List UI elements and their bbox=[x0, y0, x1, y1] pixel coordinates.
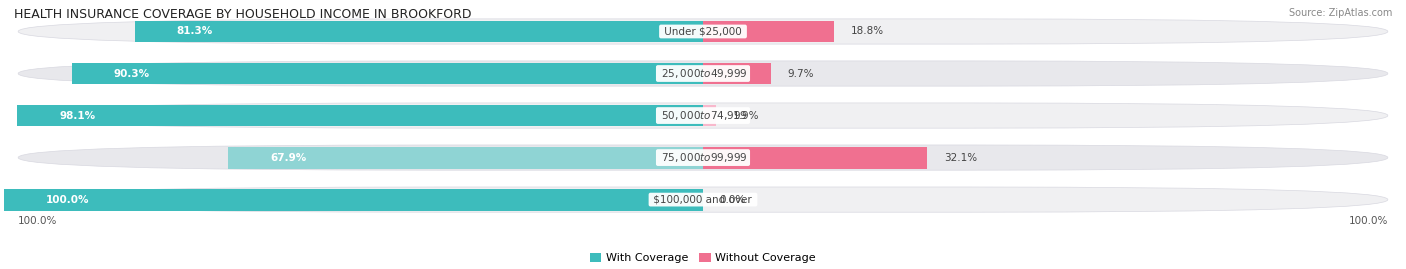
Text: 9.7%: 9.7% bbox=[787, 69, 814, 79]
Bar bbox=[703, 105, 716, 126]
Text: 67.9%: 67.9% bbox=[270, 153, 307, 162]
Text: 100.0%: 100.0% bbox=[46, 194, 90, 205]
Text: 0.0%: 0.0% bbox=[720, 194, 747, 205]
Bar bbox=[703, 147, 928, 168]
Bar bbox=[703, 20, 834, 43]
Text: $75,000 to $99,999: $75,000 to $99,999 bbox=[658, 151, 748, 164]
FancyBboxPatch shape bbox=[18, 19, 1388, 44]
Text: 100.0%: 100.0% bbox=[18, 217, 58, 226]
Text: 1.9%: 1.9% bbox=[733, 111, 759, 121]
Text: Under $25,000: Under $25,000 bbox=[661, 26, 745, 37]
Text: 100.0%: 100.0% bbox=[1348, 217, 1388, 226]
FancyBboxPatch shape bbox=[18, 103, 1388, 128]
Text: Source: ZipAtlas.com: Source: ZipAtlas.com bbox=[1288, 8, 1392, 18]
Legend: With Coverage, Without Coverage: With Coverage, Without Coverage bbox=[586, 249, 820, 268]
Bar bbox=[72, 63, 703, 84]
Text: $25,000 to $49,999: $25,000 to $49,999 bbox=[658, 67, 748, 80]
Text: HEALTH INSURANCE COVERAGE BY HOUSEHOLD INCOME IN BROOKFORD: HEALTH INSURANCE COVERAGE BY HOUSEHOLD I… bbox=[14, 8, 471, 21]
Bar bbox=[229, 147, 703, 168]
Text: $50,000 to $74,999: $50,000 to $74,999 bbox=[658, 109, 748, 122]
FancyBboxPatch shape bbox=[18, 145, 1388, 170]
Bar bbox=[4, 189, 703, 211]
FancyBboxPatch shape bbox=[18, 187, 1388, 212]
Bar bbox=[17, 105, 703, 126]
Text: 18.8%: 18.8% bbox=[851, 26, 884, 37]
Text: 98.1%: 98.1% bbox=[59, 111, 96, 121]
Text: $100,000 and over: $100,000 and over bbox=[651, 194, 755, 205]
FancyBboxPatch shape bbox=[18, 61, 1388, 86]
Bar bbox=[703, 63, 770, 84]
Text: 32.1%: 32.1% bbox=[943, 153, 977, 162]
Text: 81.3%: 81.3% bbox=[177, 26, 214, 37]
Text: 90.3%: 90.3% bbox=[114, 69, 150, 79]
Bar bbox=[135, 20, 703, 43]
